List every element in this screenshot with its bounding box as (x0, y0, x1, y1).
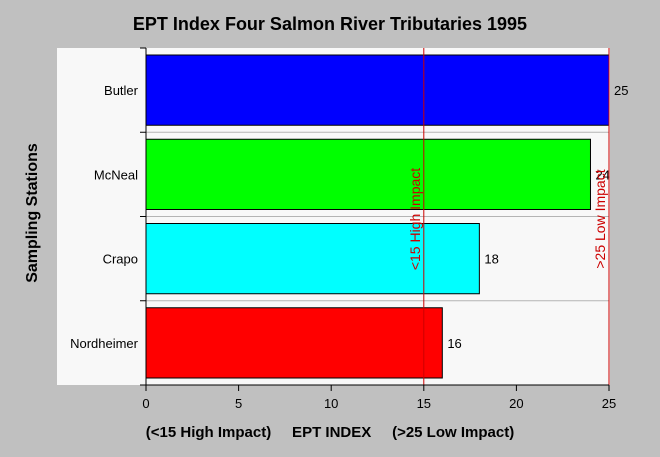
x-tick-label: 15 (417, 396, 431, 411)
y-tick-label: Nordheimer (70, 336, 139, 351)
bar-nordheimer (145, 307, 443, 379)
chart-title: EPT Index Four Salmon River Tributaries … (132, 14, 528, 34)
y-tick-label: McNeal (94, 167, 138, 182)
data-label: 16 (447, 336, 461, 351)
reference-line-label: <15 High Impact (407, 168, 423, 270)
bar-mcneal (145, 138, 591, 210)
data-label: 25 (614, 83, 628, 98)
x-tick-label: 20 (509, 396, 523, 411)
reference-line-label: >25 Low Impact (592, 169, 608, 268)
bar-butler (145, 54, 610, 126)
x-tick-label: 0 (142, 396, 149, 411)
x-tick-label: 25 (602, 396, 616, 411)
x-tick-label: 10 (324, 396, 338, 411)
data-label: 24 (595, 167, 609, 182)
x-axis-label: (<15 High Impact) EPT INDEX (>25 Low Imp… (145, 424, 515, 441)
data-label: 18 (484, 252, 498, 267)
y-tick-label: Crapo (103, 252, 138, 267)
x-tick-label: 5 (235, 396, 242, 411)
y-tick-label: Butler (104, 83, 139, 98)
bar-crapo (145, 223, 480, 295)
